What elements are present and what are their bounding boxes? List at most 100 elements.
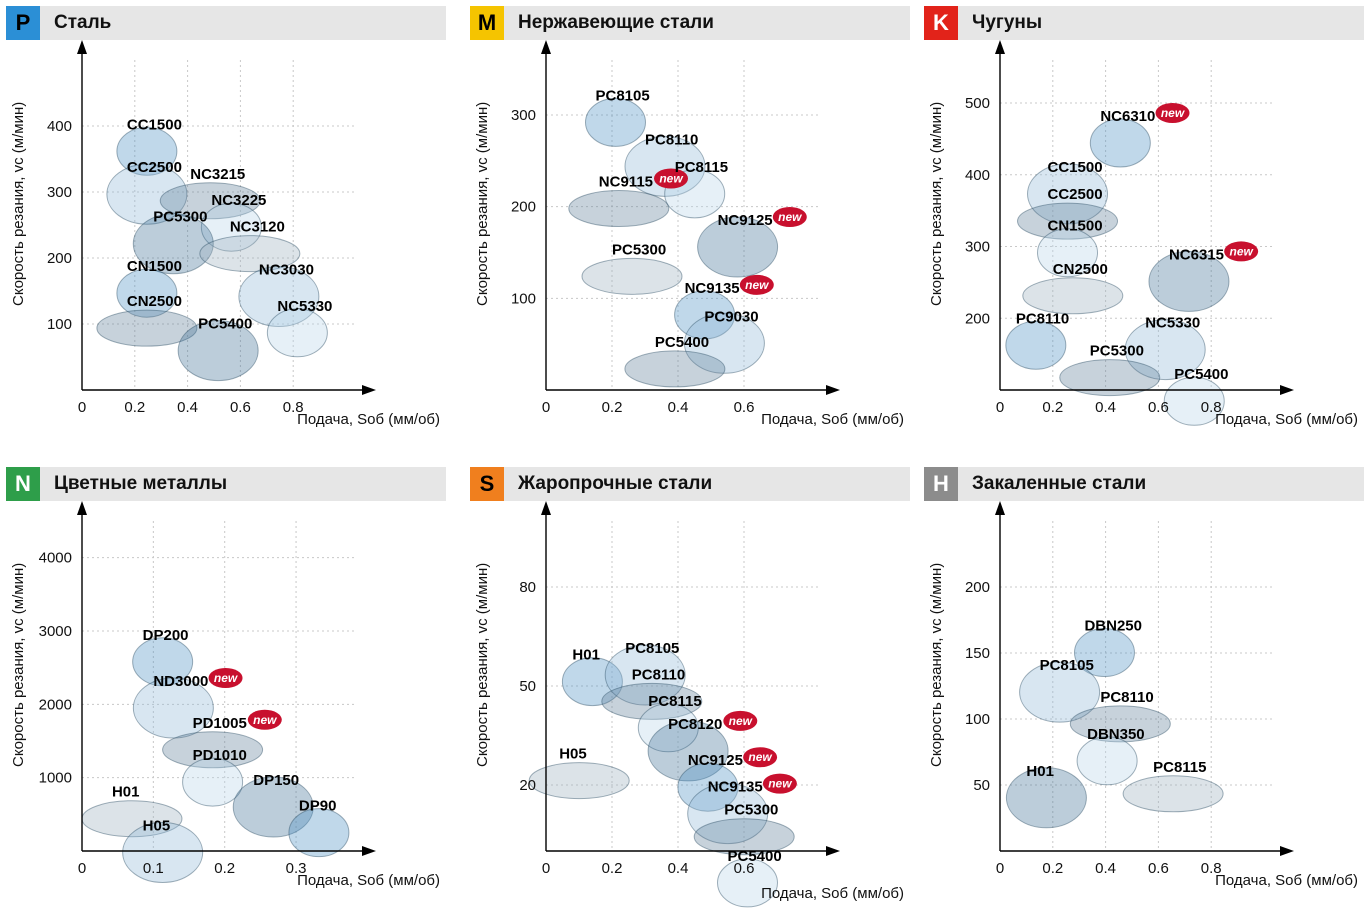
y-axis-arrow	[995, 40, 1005, 54]
grade-label: PC5300	[612, 241, 666, 258]
grade-label: PC8115	[1153, 759, 1206, 776]
x-tick-label: 0.4	[1095, 860, 1116, 877]
grade-region-h05	[122, 821, 204, 883]
new-badge-text: new	[768, 777, 792, 791]
new-badge	[208, 668, 243, 688]
grade-label: H05	[559, 746, 587, 763]
grade-region-nc5330	[1124, 319, 1206, 381]
panel-header: P Сталь	[6, 6, 446, 40]
y-axis-label: Скорость резания, vc (м/мин)	[474, 562, 491, 767]
grade-label: PC8105	[596, 87, 650, 104]
new-badge	[762, 773, 797, 794]
grade-region-pc8115	[1122, 775, 1224, 813]
new-badge	[1224, 241, 1259, 262]
grade-label: PC5400	[198, 316, 252, 333]
grade-region-pc9030	[683, 312, 765, 374]
new-badge-text: new	[1161, 106, 1185, 120]
material-code-badge: N	[6, 467, 40, 501]
grade-label: PC8110	[632, 666, 685, 683]
y-axis-label: Скорость резания, vc (м/мин)	[928, 562, 945, 767]
grade-label: DBN350	[1087, 726, 1145, 743]
grade-region-nc6310	[1089, 118, 1151, 168]
chart-non-ferrous: 0 0.1 0.2 0.3 1000 2000 3000 4000 DP200 ND3000 new…	[39, 501, 376, 883]
grade-region-nd3000	[132, 677, 214, 739]
x-tick-label: 0.6	[1148, 860, 1169, 877]
grade-region-cc1500	[116, 126, 178, 176]
new-badge	[772, 207, 807, 227]
material-code-badge: M	[470, 6, 504, 40]
x-tick-label: 0.8	[283, 399, 304, 416]
chart-heat-resistant: 0 0.2 0.4 0.6 20 50 80 H01 PC8105 PC8110 PC8115 PC8…	[519, 501, 840, 908]
grade-region-pc8120	[647, 720, 729, 782]
grade-label: H01	[572, 647, 600, 664]
y-tick-label: 4000	[39, 550, 72, 567]
y-tick-label: 1000	[39, 770, 72, 787]
grade-region-cn2500	[96, 309, 198, 347]
y-tick-label: 300	[511, 107, 536, 124]
grade-region-pc5300	[581, 257, 683, 295]
grade-region-nc3225	[200, 202, 262, 252]
panel-header: K Чугуны	[924, 6, 1364, 40]
grade-label: PC5400	[728, 848, 782, 865]
x-tick-label: 0.2	[602, 399, 623, 416]
grade-region-pc5400	[624, 350, 726, 388]
grade-label: ND3000	[153, 673, 208, 690]
grade-label: H05	[143, 817, 171, 834]
grade-region-nc3215	[159, 182, 261, 220]
chart-stainless: 0 0.2 0.4 0.6 100 200 300 PC8105 PC8110 NC9115 new…	[511, 40, 840, 416]
x-axis-label: Подача, Sоб (мм/об)	[297, 872, 440, 889]
x-axis-arrow	[826, 385, 840, 395]
panel-header: S Жаропрочные стали	[470, 467, 910, 501]
panel-title: Жаропрочные стали	[518, 473, 713, 494]
panel-hardened: H Закаленные стали 0 0.2 0.4 0.6 0.8 50 100 150…	[924, 467, 1364, 907]
x-tick-label: 0.1	[143, 860, 164, 877]
grade-region-dp200	[132, 637, 194, 687]
x-axis-label: Подача, Sоб (мм/об)	[297, 411, 440, 428]
grade-label: NC5330	[1145, 315, 1200, 332]
y-tick-label: 100	[511, 290, 536, 307]
grade-region-nc9125	[697, 216, 779, 278]
new-badge-text: new	[659, 172, 683, 186]
x-axis-label: Подача, Sоб (мм/об)	[761, 411, 904, 428]
new-badge	[654, 168, 688, 189]
grade-label: NC6315	[1169, 246, 1224, 263]
y-axis-label: Скорость резания, vc (м/мин)	[474, 101, 491, 306]
grade-region-dbn250	[1073, 628, 1135, 678]
y-tick-label: 50	[519, 678, 536, 695]
y-tick-label: 400	[965, 167, 990, 184]
material-code-badge: P	[6, 6, 40, 40]
grade-label: PC8115	[648, 693, 701, 710]
grade-region-nc9135	[674, 290, 736, 340]
grade-label: CN2500	[127, 293, 182, 310]
new-badge	[739, 274, 774, 295]
grade-region-pc5400	[177, 320, 259, 382]
grade-region-cc1500	[1027, 163, 1109, 225]
x-tick-label: 0	[78, 860, 86, 877]
y-tick-label: 200	[965, 579, 990, 596]
x-tick-label: 0.6	[230, 399, 251, 416]
grade-label: NC9115	[599, 174, 653, 191]
y-tick-label: 300	[965, 239, 990, 256]
x-tick-label: 0	[542, 860, 550, 877]
grade-label: DP90	[299, 798, 337, 815]
grade-region-nc6315	[1148, 250, 1230, 312]
y-axis-arrow	[541, 501, 551, 515]
grade-label: PC5300	[724, 802, 778, 819]
grade-label: NC9125	[688, 752, 743, 769]
new-badge-text: new	[748, 750, 772, 764]
grade-region-pc8105	[604, 644, 686, 706]
x-tick-label: 0.8	[1201, 399, 1222, 416]
grade-label: NC3215	[190, 166, 245, 183]
y-tick-label: 300	[47, 184, 72, 201]
grade-region-pc8105	[1019, 661, 1101, 723]
new-badge-text: new	[745, 278, 769, 292]
x-tick-label: 0.6	[734, 399, 755, 416]
new-badge	[723, 710, 758, 731]
panel-header: M Нержавеющие стали	[470, 6, 910, 40]
x-tick-label: 0	[542, 399, 550, 416]
grade-region-pd1005	[162, 731, 264, 769]
grade-region-cn1500	[1037, 228, 1099, 278]
y-tick-label: 80	[519, 579, 536, 596]
grade-region-h01	[561, 657, 623, 707]
grade-label: PC9030	[704, 308, 758, 325]
